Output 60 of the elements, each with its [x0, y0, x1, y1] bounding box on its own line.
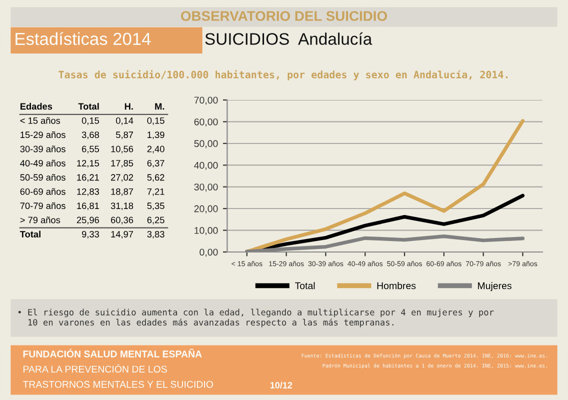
text: 3,68 — [82, 132, 100, 140]
text: 12,15 — [77, 160, 100, 168]
text: 25,96 — [76, 216, 99, 224]
text: 12,83 — [77, 188, 99, 196]
legend-label: Total — [294, 282, 315, 290]
text: 60,36 — [111, 216, 134, 224]
text: 2,40 — [147, 146, 164, 154]
text: 6,55 — [82, 146, 100, 154]
text: 50-59 años — [20, 174, 66, 181]
text: 27,02 — [111, 174, 134, 182]
text: Total — [20, 230, 40, 238]
y-tick-label: 70,00 — [194, 96, 218, 105]
text: 14,97 — [111, 230, 134, 239]
legend-label: Mujeres — [478, 282, 512, 292]
text: 1,39 — [148, 132, 164, 140]
y-tick-label: 20,00 — [194, 205, 218, 214]
text: 16,21 — [77, 174, 99, 182]
text: 60-69 años — [20, 188, 66, 195]
text: 16,81 — [77, 202, 99, 210]
text: PARA LA PREVENCIÓN DE LOS — [24, 364, 167, 373]
y-tick-label: 50,00 — [194, 140, 218, 148]
text: 18,87 — [111, 188, 134, 196]
text: 6,37 — [147, 160, 164, 168]
text: 0,15 — [147, 117, 164, 125]
text: M. — [155, 103, 164, 110]
text: 70-79 años — [20, 202, 66, 210]
legend-label: Hombres — [377, 282, 416, 290]
chart-subtitle: Tasas de suicidio/100.000 habitantes, por edades y sexo en Andalucía, 2014. — [58, 70, 508, 80]
text: Total — [78, 102, 99, 110]
text: 6,25 — [147, 216, 164, 224]
text: 9,33 — [82, 230, 99, 239]
text: > 79 años — [20, 216, 60, 224]
text: TRASTORNOS MENTALES Y EL SUICIDIO — [22, 380, 213, 388]
text: SUICIDIOS Andalucía — [205, 32, 372, 45]
text: < 15 años — [20, 117, 60, 124]
y-tick-label: 60,00 — [194, 118, 218, 126]
text: Estadísticas 2014 — [16, 32, 151, 46]
text: 5,87 — [116, 132, 134, 140]
text: 40-49 años — [20, 160, 66, 166]
text: 10,56 — [111, 146, 134, 154]
text: FUNDACIÓN SALUD MENTAL ESPAÑA — [23, 348, 202, 358]
text: 7,21 — [147, 188, 164, 196]
text: 5,35 — [147, 202, 164, 210]
text: 30-39 años — [20, 146, 66, 152]
text: H. — [124, 103, 133, 110]
y-tick-label: 0,00 — [200, 248, 218, 257]
text: 15-29 años — [20, 131, 66, 138]
text: Edades — [20, 102, 52, 110]
chart-title: OBSERVATORIO DEL SUICIDIO — [181, 11, 387, 21]
y-tick-label: 40,00 — [194, 162, 218, 170]
text: 31,18 — [110, 202, 134, 210]
text: 0,14 — [116, 117, 134, 125]
y-tick-label: 10,00 — [194, 227, 218, 236]
text: 5,62 — [147, 174, 164, 182]
text: • El riesgo de suicidio aumenta con la edad, llegando a multiplicarse por 4 en mujeres y por 10 en varones en las edades más avanzadas respecto a las más tempranas. — [18, 308, 494, 328]
text: 17,85 — [111, 160, 134, 168]
y-tick-label: 30,00 — [194, 184, 218, 192]
text: 10/12 — [270, 382, 292, 389]
text: 3,83 — [147, 230, 164, 239]
text: 0,15 — [82, 117, 100, 125]
